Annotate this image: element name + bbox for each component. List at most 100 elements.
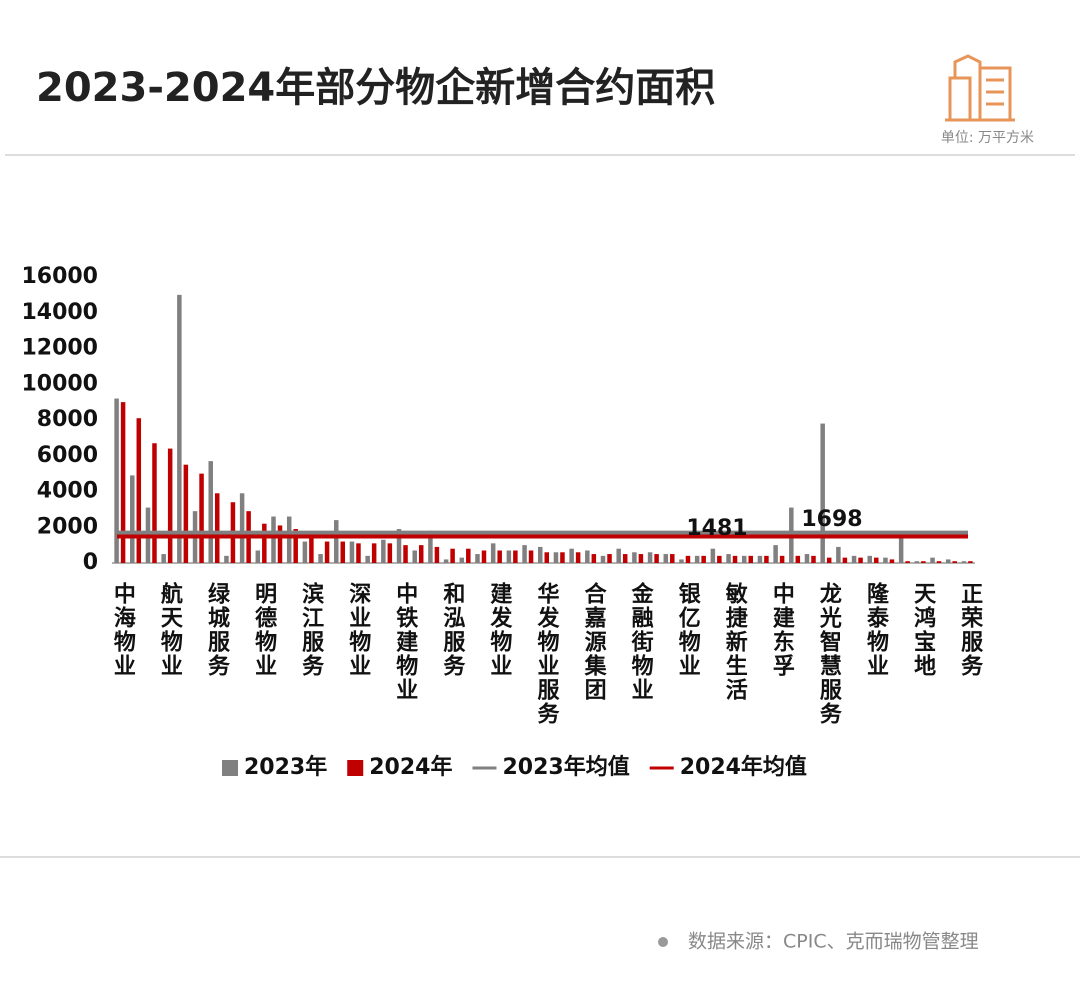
bar: [497, 550, 502, 563]
bar: [616, 548, 621, 563]
bar: [591, 554, 597, 563]
x-tick-label: 华发物业服务: [534, 581, 561, 726]
legend-label: 2024年均值: [680, 754, 807, 780]
bar: [152, 443, 157, 563]
x-tick-label: 中海物业: [110, 582, 136, 678]
bar: [968, 561, 973, 563]
bar: [820, 423, 825, 563]
bar: [585, 550, 590, 563]
bar: [418, 545, 424, 563]
bar: [936, 561, 942, 563]
bar: [773, 545, 778, 563]
bar: [600, 555, 606, 563]
bar: [851, 555, 857, 563]
bar: [177, 294, 182, 563]
x-tick-label: 金融街物业: [628, 581, 655, 702]
bar: [208, 461, 213, 563]
bar: [302, 541, 308, 563]
bar: [607, 554, 612, 563]
y-tick-label: 2000: [37, 514, 98, 539]
bar: [654, 554, 659, 563]
bar: [277, 525, 283, 563]
bar: [356, 543, 361, 563]
y-tick-label: 8000: [37, 407, 98, 432]
bar: [638, 554, 644, 563]
y-tick-label: 16000: [21, 264, 98, 289]
title: 2023-2024年部分物企新增合约面积: [36, 65, 715, 111]
bar: [569, 548, 574, 563]
bar: [371, 543, 377, 563]
x-tick-label: 正荣服务: [957, 582, 984, 678]
bar: [459, 557, 465, 563]
bar: [553, 552, 559, 563]
bar: [826, 557, 832, 563]
x-tick-label: 敏捷新生活: [722, 581, 749, 702]
unit: 单位: 万平方米: [941, 130, 1034, 146]
bar: [883, 557, 888, 563]
bar: [490, 543, 496, 563]
bar: [921, 561, 926, 563]
bar: [262, 523, 267, 563]
bar: [544, 552, 549, 563]
bar: [114, 398, 119, 563]
building-icon: [945, 54, 1015, 122]
bar: [945, 559, 951, 563]
x-tick-label: 航天物业: [157, 581, 183, 678]
bar: [842, 557, 848, 563]
bar: [255, 550, 261, 563]
x-tick-label: 滨江服务: [298, 581, 324, 678]
legend-label: 2023年均值: [502, 754, 629, 780]
bar: [717, 555, 722, 563]
x-tick-label: 绿城服务: [204, 581, 230, 678]
bar: [647, 552, 653, 563]
bar: [199, 473, 204, 563]
bar: [475, 554, 480, 563]
y-tick-label: 14000: [21, 300, 98, 325]
bar: [340, 541, 346, 563]
bar: [349, 541, 355, 563]
bar: [538, 546, 543, 563]
bar: [428, 530, 433, 563]
bar: [663, 554, 669, 563]
bar: [898, 536, 904, 563]
x-tick-label: 中铁建物业: [392, 582, 418, 702]
bar: [309, 536, 314, 563]
bar: [434, 546, 440, 563]
bar: [466, 548, 471, 563]
x-tick-label: 隆泰物业: [863, 582, 890, 678]
bar: [224, 555, 229, 563]
bar: [726, 554, 731, 563]
bar: [136, 418, 142, 563]
bar: [560, 552, 565, 563]
bar: [804, 554, 810, 563]
y-tick-label: 12000: [21, 336, 98, 361]
bar: [513, 550, 518, 563]
bar: [930, 557, 935, 563]
bar: [670, 554, 675, 563]
bar: [874, 557, 879, 563]
bar: [481, 550, 487, 563]
bar: [334, 520, 339, 563]
bar: [836, 546, 841, 563]
bar: [293, 529, 298, 563]
bar: [952, 561, 957, 563]
bar: [811, 555, 816, 563]
bar: [387, 543, 393, 563]
legend-swatch: [347, 760, 364, 776]
bar: [889, 559, 895, 563]
bar: [961, 561, 967, 563]
bar: [795, 555, 801, 563]
bar: [443, 559, 449, 563]
x-tick-label: 中建东孚: [769, 582, 795, 678]
bar: [214, 493, 220, 563]
bar: [741, 555, 747, 563]
x-tick-label: 银亿物业: [675, 582, 701, 678]
x-tick-label: 龙光智慧服务: [816, 582, 843, 726]
x-tick-label: 深业物业: [345, 582, 371, 678]
bar: [867, 555, 873, 563]
bar: [239, 493, 245, 563]
bar: [732, 555, 738, 563]
bar: [710, 548, 716, 563]
bar: [858, 557, 863, 563]
bullet: [658, 937, 668, 947]
